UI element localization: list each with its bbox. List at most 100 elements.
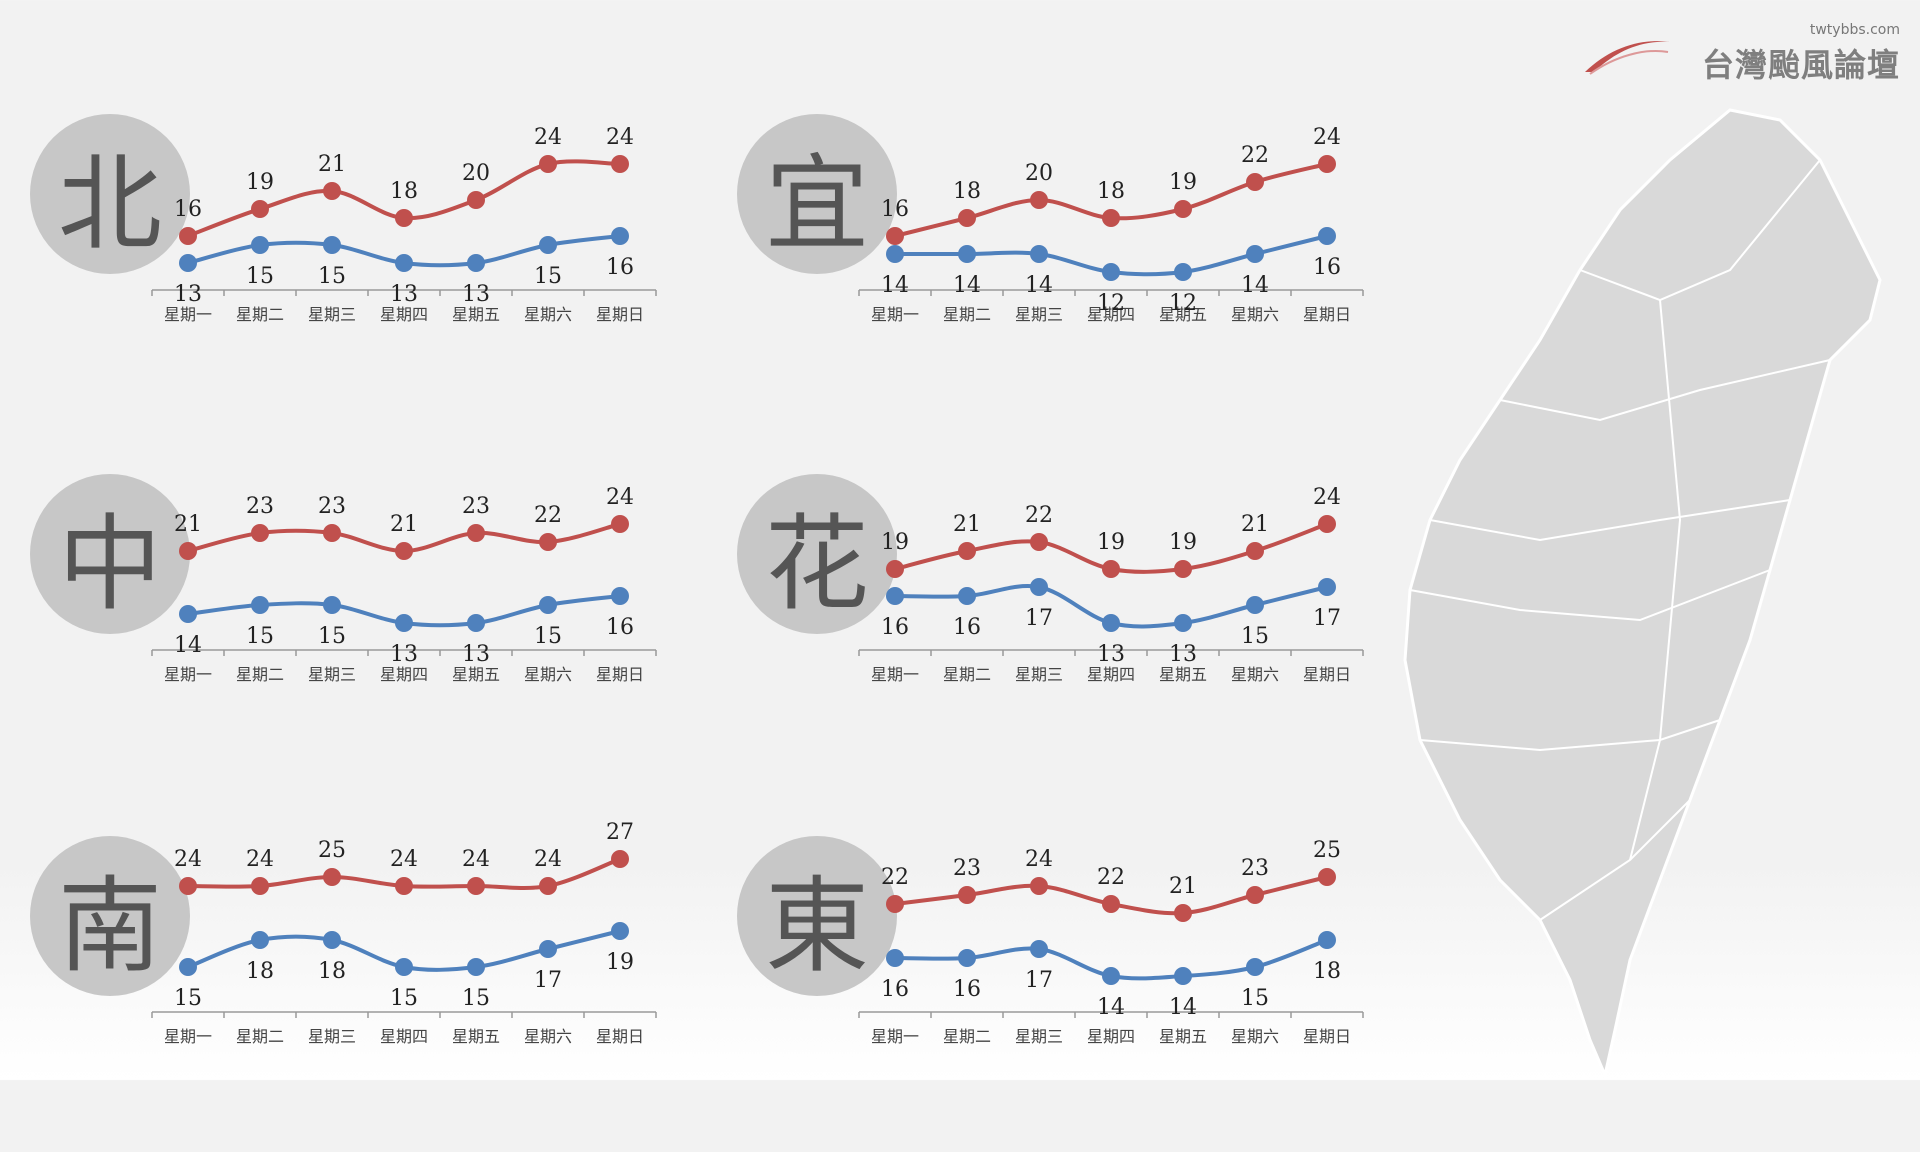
high-temp-label: 25 [318, 838, 346, 863]
x-tick-label: 星期四 [1087, 305, 1135, 324]
low-temp-label: 17 [1313, 606, 1341, 631]
high-temp-point [467, 191, 485, 209]
forecast-charts: 北星期一 星期二 星期三 星期四 星期五 星期六 星期日 16 19 21 18 20 24 24 13 15… [30, 114, 1364, 1046]
x-tick-label: 星期四 [380, 1027, 428, 1046]
high-temp-label: 24 [606, 125, 634, 150]
high-temp-point [1102, 895, 1120, 913]
low-temp-label: 16 [881, 615, 909, 640]
low-temp-label: 15 [174, 986, 202, 1011]
low-temp-point [1318, 578, 1336, 596]
high-temp-point [1102, 209, 1120, 227]
logo-name: 台灣颱風論壇 [1701, 46, 1900, 84]
high-temp-label: 23 [462, 494, 490, 519]
low-temp-point [1318, 227, 1336, 245]
low-temp-point [323, 931, 341, 949]
low-temp-point [611, 227, 629, 245]
high-temp-label: 20 [462, 161, 490, 186]
low-temp-label: 15 [318, 624, 346, 649]
high-temp-point [611, 515, 629, 533]
low-temp-point [539, 236, 557, 254]
x-tick-label: 星期一 [871, 305, 919, 324]
x-tick-label: 星期四 [380, 665, 428, 684]
low-temp-label: 15 [1241, 986, 1269, 1011]
high-temp-label: 19 [1169, 170, 1197, 195]
high-temp-label: 22 [881, 865, 909, 890]
high-temp-point [179, 227, 197, 245]
low-temp-label: 18 [246, 959, 274, 984]
low-temp-point [179, 958, 197, 976]
low-temp-label: 15 [390, 986, 418, 1011]
low-temp-label: 14 [953, 273, 981, 298]
high-temp-point [1246, 542, 1264, 560]
low-temp-point [1030, 940, 1048, 958]
low-temp-label: 15 [318, 264, 346, 289]
low-temp-point [1174, 263, 1192, 281]
x-tick-label: 星期日 [1303, 665, 1351, 684]
low-temp-label: 14 [881, 273, 909, 298]
low-temp-point [467, 958, 485, 976]
low-temp-label: 14 [1241, 273, 1269, 298]
low-temp-label: 17 [534, 968, 562, 993]
high-temp-point [1174, 200, 1192, 218]
low-temp-label: 16 [606, 255, 634, 280]
high-temp-point [1318, 868, 1336, 886]
high-temp-point [1102, 560, 1120, 578]
high-temp-label: 22 [1097, 865, 1125, 890]
high-temp-point [539, 155, 557, 173]
high-temp-point [886, 227, 904, 245]
low-temp-label: 12 [1169, 291, 1197, 316]
low-temp-point [958, 245, 976, 263]
high-temp-point [958, 209, 976, 227]
x-tick-label: 星期二 [236, 305, 284, 324]
forecast-panel: 中星期一 星期二 星期三 星期四 星期五 星期六 星期日 21 23 23 21 23 22 24 14 15… [30, 450, 750, 790]
low-temp-point [886, 587, 904, 605]
high-temp-label: 24 [462, 847, 490, 872]
low-temp-point [1246, 596, 1264, 614]
high-temp-label: 23 [318, 494, 346, 519]
x-tick-label: 星期六 [524, 1027, 572, 1046]
low-temp-point [886, 949, 904, 967]
line-chart: 星期一 星期二 星期三 星期四 星期五 星期六 星期日 16 18 20 18 19 22 24 14 14 1… [858, 125, 1364, 324]
low-temp-label: 18 [1313, 959, 1341, 984]
x-tick-label: 星期三 [308, 665, 356, 684]
x-tick-label: 星期四 [1087, 1027, 1135, 1046]
high-temp-point [179, 877, 197, 895]
high-temp-label: 21 [174, 512, 202, 537]
high-temp-point [179, 542, 197, 560]
region-badge: 北 [30, 114, 190, 274]
high-temp-point [1174, 904, 1192, 922]
x-tick-label: 星期一 [164, 305, 212, 324]
high-temp-point [886, 895, 904, 913]
low-temp-point [1102, 614, 1120, 632]
low-temp-point [1030, 578, 1048, 596]
high-temp-point [1246, 173, 1264, 191]
x-tick-label: 星期日 [596, 665, 644, 684]
low-temp-point [1030, 245, 1048, 263]
high-temp-label: 21 [953, 512, 981, 537]
high-temp-label: 23 [953, 856, 981, 881]
x-tick-label: 星期五 [452, 305, 500, 324]
low-temp-label: 17 [1025, 606, 1053, 631]
low-temp-label: 13 [1169, 642, 1197, 667]
x-tick-label: 星期日 [596, 1027, 644, 1046]
low-temp-label: 14 [1025, 273, 1053, 298]
low-temp-label: 13 [174, 282, 202, 307]
high-temp-point [251, 877, 269, 895]
x-tick-label: 星期四 [380, 305, 428, 324]
high-temp-point [611, 155, 629, 173]
low-temp-label: 14 [1097, 995, 1125, 1020]
x-tick-label: 星期二 [236, 1027, 284, 1046]
low-temp-label: 16 [606, 615, 634, 640]
low-temp-label: 16 [953, 977, 981, 1002]
x-tick-label: 星期一 [164, 1027, 212, 1046]
low-temp-label: 14 [174, 633, 202, 658]
high-temp-label: 22 [1241, 143, 1269, 168]
forum-logo: twtybbs.com 台灣颱風論壇 [1580, 22, 1900, 84]
high-temp-label: 24 [1313, 125, 1341, 150]
high-temp-label: 16 [174, 197, 202, 222]
x-tick-label: 星期四 [1087, 665, 1135, 684]
low-temp-point [1174, 967, 1192, 985]
region-badge: 花 [737, 474, 897, 634]
high-temp-label: 24 [1025, 847, 1053, 872]
low-temp-label: 12 [1097, 291, 1125, 316]
